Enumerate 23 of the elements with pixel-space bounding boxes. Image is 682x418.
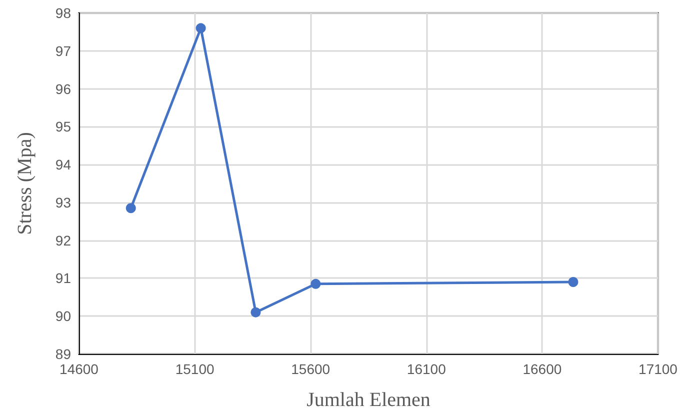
y-tick-label: 92 — [55, 232, 72, 248]
point — [126, 203, 136, 214]
y-tick-label: 94 — [55, 156, 72, 173]
x-tick-label: 16100 — [406, 361, 446, 377]
y-tick-label: 90 — [55, 308, 72, 324]
x-tick-label: 17100 — [638, 361, 678, 377]
point — [310, 278, 321, 289]
x-tick-label: 15100 — [175, 361, 214, 377]
y-axis-title: Stress (Mpa) — [14, 132, 36, 235]
y-tick-label: 93 — [55, 194, 72, 210]
y-tick-label: 91 — [55, 270, 72, 286]
x-tick-label: 15600 — [291, 361, 330, 377]
y-tick-label: 97 — [55, 42, 72, 59]
x-tick-label: 14600 — [60, 361, 99, 377]
point — [250, 307, 261, 318]
point — [196, 23, 206, 34]
x-tick-label: 16600 — [522, 361, 562, 377]
y-tick-label: 96 — [55, 80, 72, 97]
y-tick-label: 89 — [55, 346, 72, 362]
x-axis-title: Jumlah Elemen — [306, 389, 430, 411]
y-tick-label: 95 — [55, 118, 72, 135]
y-tick-label: 98 — [55, 5, 72, 21]
point — [568, 277, 578, 288]
